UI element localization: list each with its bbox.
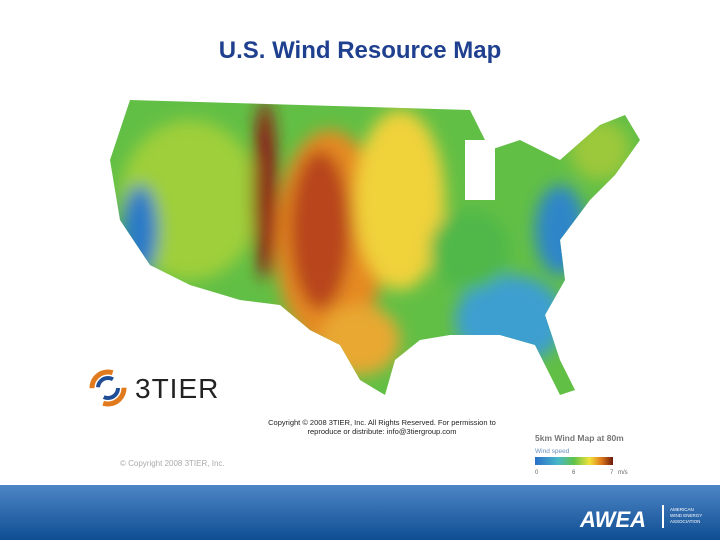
slide-title: U.S. Wind Resource Map [219,37,502,64]
legend-label: Wind speed [535,448,570,455]
legend-tick: 7 [610,470,614,476]
legend-title: 5km Wind Map at 80m [535,433,624,443]
legend-tick: 0 [535,470,539,476]
wind-map [110,100,640,395]
copyright-line: reproduce or distribute: info@3tiergroup… [308,427,457,436]
legend-unit: m/s [618,470,628,476]
logo-text: 3TIER [135,373,219,404]
watermark: © Copyright 2008 3TIER, Inc. [120,459,225,468]
awea-name: WIND ENERGY [670,513,702,518]
legend-tick: 6 [572,470,576,476]
awea-logo: AWEA [579,507,646,532]
awea-name: ASSOCIATION [670,519,700,524]
copyright-line: Copyright © 2008 3TIER, Inc. All Rights … [268,418,496,427]
great-lakes [465,140,495,200]
legend: 5km Wind Map at 80m Wind speed 0 6 7 m/s [535,433,628,476]
footer: AWEA AMERICAN WIND ENERGY ASSOCIATION [0,485,720,540]
logo-3tier: 3TIER [89,369,219,407]
legend-scale [535,457,613,465]
awea-name: AMERICAN [670,507,694,512]
